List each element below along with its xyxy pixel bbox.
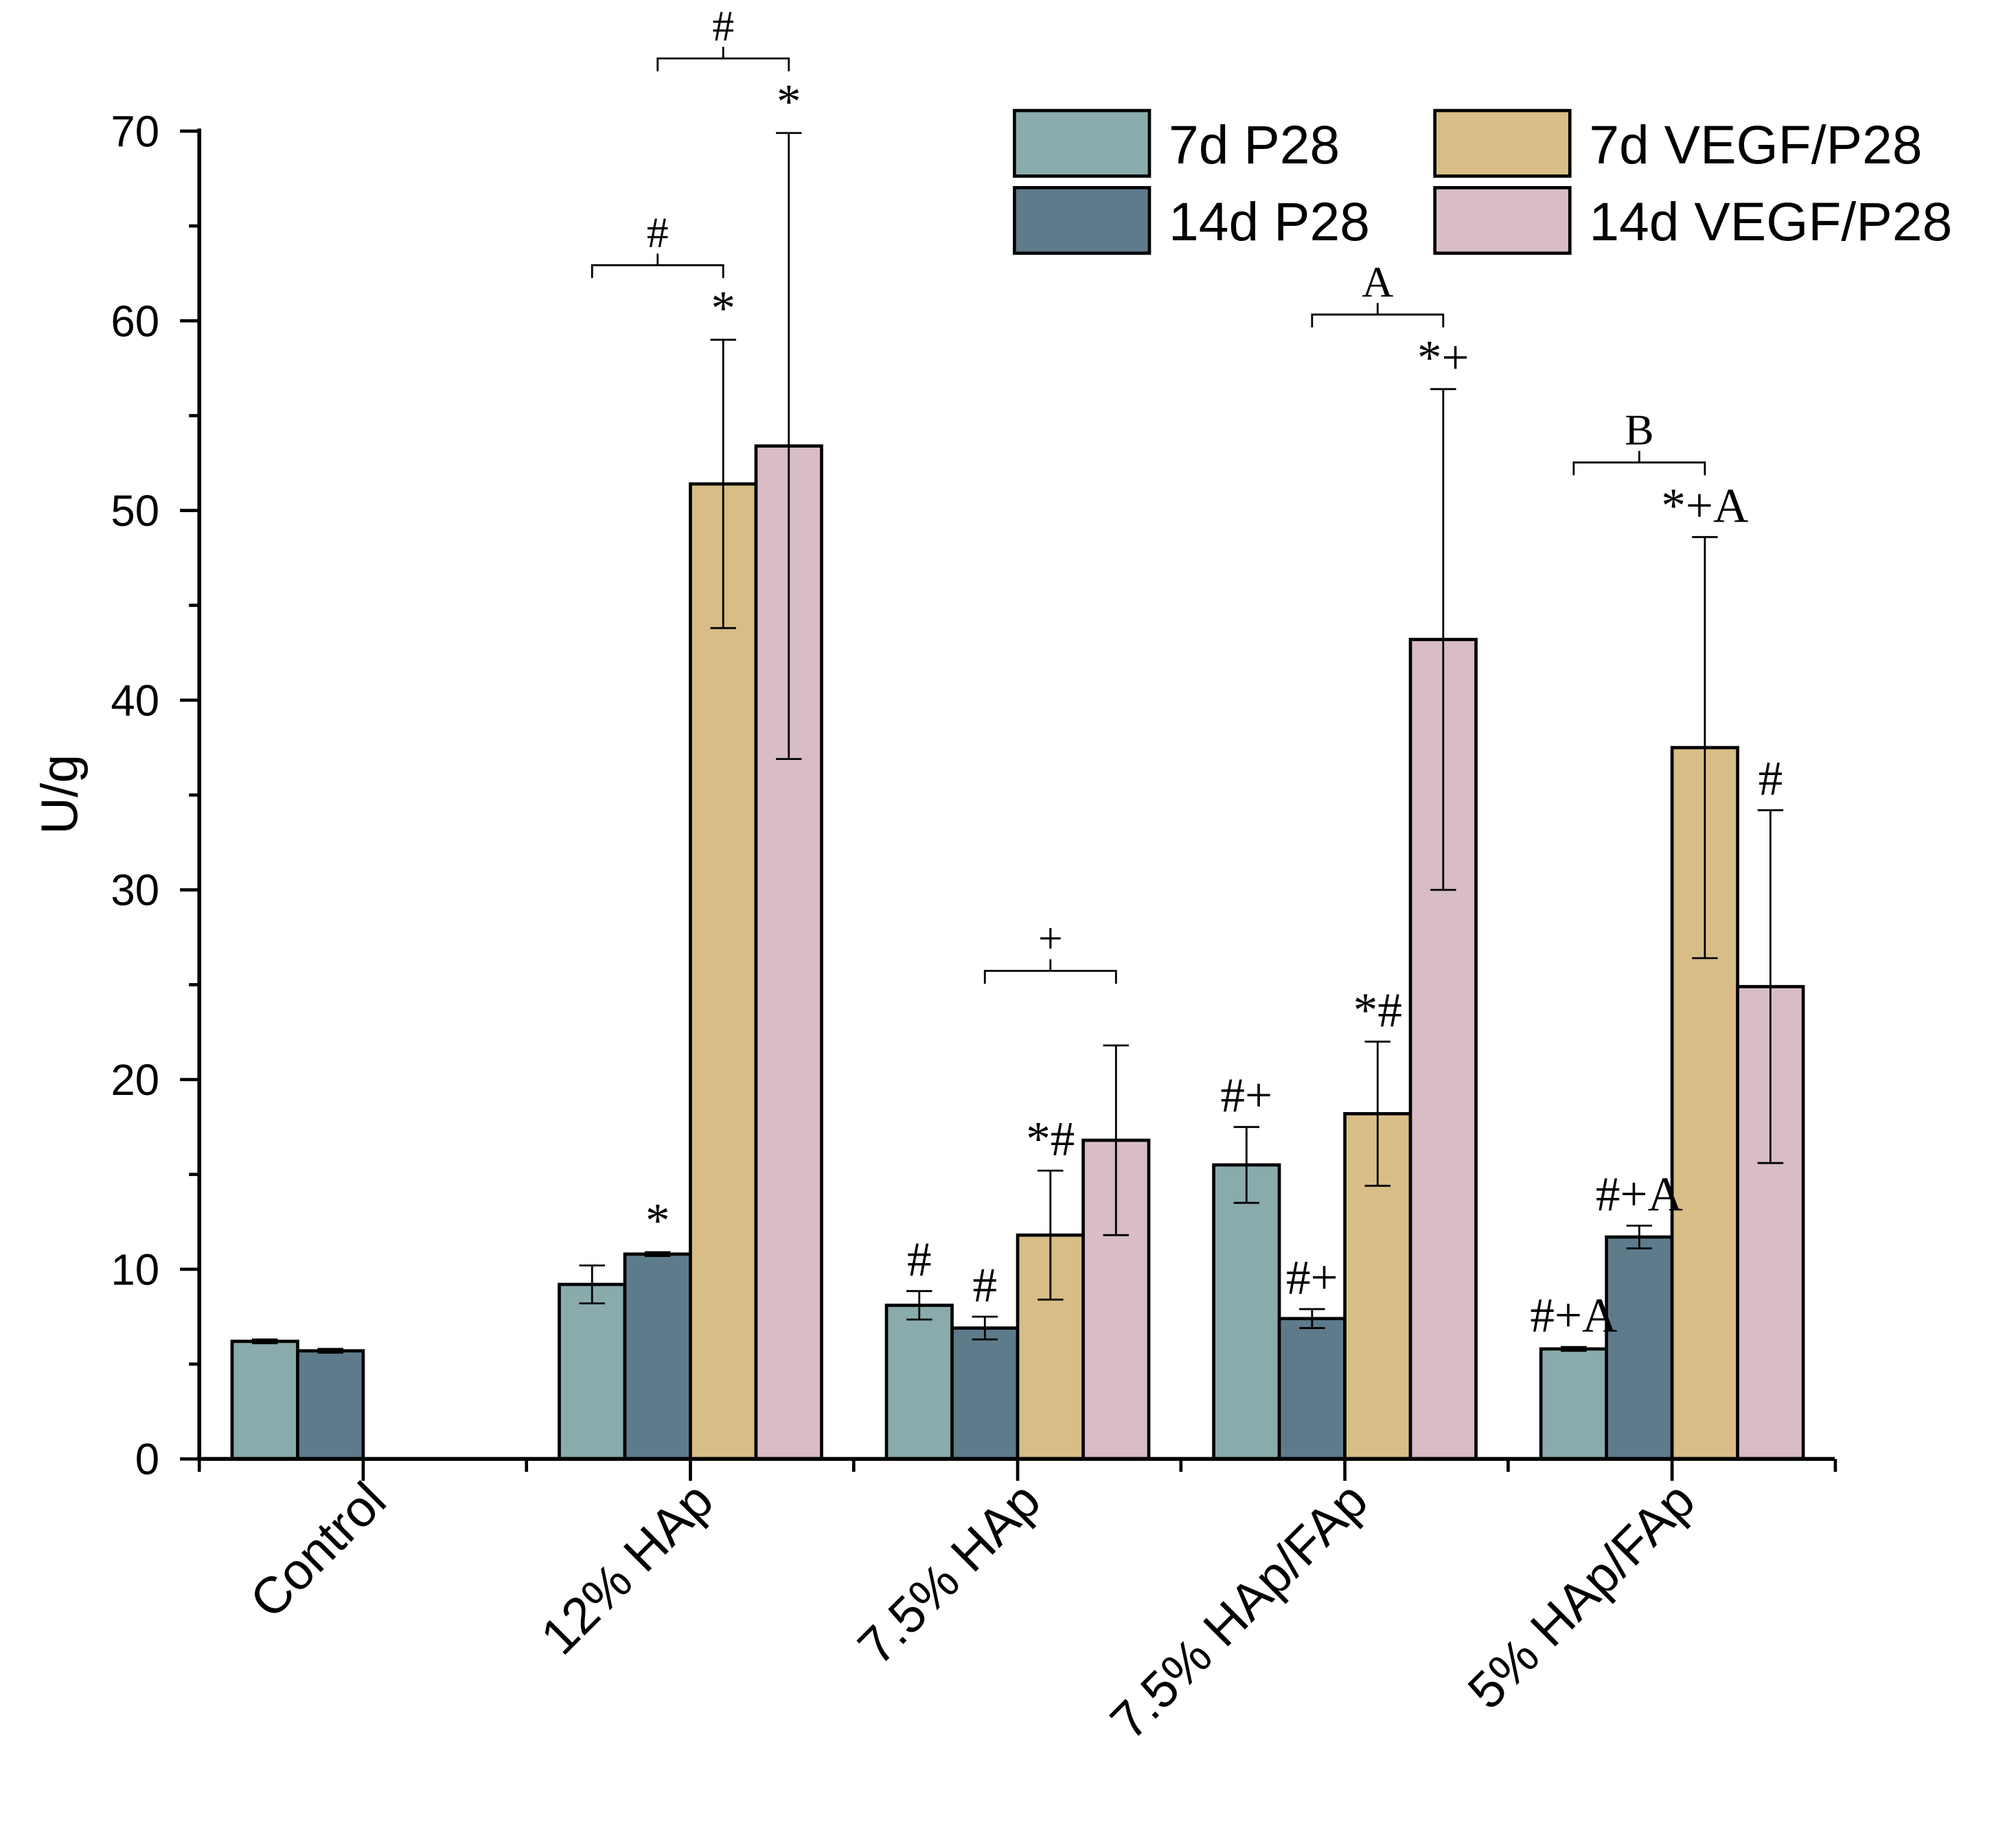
y-tick-label: 50 — [111, 487, 159, 535]
legend-swatch — [1433, 186, 1572, 255]
error-bar — [776, 132, 802, 761]
error-bar — [1561, 1346, 1587, 1352]
significance-label: *# — [1353, 984, 1402, 1037]
significance-annotations: ***# #*##+#+*#*+#+A#+A*+A###+AB — [591, 1, 1783, 1343]
x-tick-label: Control — [239, 1471, 397, 1629]
legend-item: 14d VEGF/P28 — [1433, 186, 1952, 255]
x-tick-label: 7.5% HAp/FAp — [1099, 1471, 1379, 1751]
error-bar — [906, 1290, 932, 1321]
bracket-line — [1311, 303, 1445, 327]
bracket-label: A — [1362, 257, 1393, 306]
legend-label: 7d P28 — [1169, 115, 1340, 175]
significance-label: # — [1759, 752, 1783, 806]
bracket-line — [1572, 450, 1706, 476]
significance-bracket: A — [1311, 257, 1445, 327]
error-bar — [1757, 809, 1784, 1164]
bracket-label: # — [712, 1, 734, 50]
bracket-line — [591, 253, 724, 279]
significance-label: #+ — [1286, 1251, 1338, 1304]
error-bar — [1692, 535, 1718, 960]
bracket-label: + — [1038, 914, 1063, 962]
error-bar — [1430, 388, 1456, 891]
y-tick-label: 20 — [111, 1056, 159, 1105]
significance-label: * — [777, 75, 801, 128]
y-tick-label: 10 — [111, 1245, 159, 1294]
significance-label: #+A — [1530, 1289, 1617, 1343]
error-bar — [1233, 1126, 1260, 1204]
legend-swatch — [1013, 108, 1152, 178]
legend-item: 14d P28 — [1013, 186, 1370, 255]
legend-swatch — [1433, 108, 1572, 178]
significance-label: * — [645, 1194, 670, 1248]
legend-swatch — [1013, 186, 1152, 255]
bar — [884, 1304, 954, 1461]
bar — [623, 1252, 692, 1461]
x-tick-label: 12% HAp — [529, 1471, 724, 1665]
significance-bracket: # — [591, 208, 724, 279]
y-axis-label: U/g — [30, 754, 88, 835]
y-tick-label: 60 — [111, 297, 159, 346]
y-tick-label: 0 — [135, 1435, 159, 1484]
error-bar — [579, 1264, 605, 1305]
significance-label: *+A — [1661, 479, 1748, 533]
bracket-line — [656, 47, 790, 71]
bar — [1539, 1347, 1608, 1461]
significance-label: #+A — [1596, 1168, 1683, 1221]
bar — [296, 1349, 365, 1461]
error-bar — [645, 1251, 671, 1257]
x-tick-label: 7.5% HAp — [847, 1471, 1051, 1676]
significance-bracket: B — [1572, 405, 1706, 476]
y-tick-label: 70 — [111, 107, 159, 156]
bar — [1212, 1163, 1281, 1461]
legend-label: 7d VEGF/P28 — [1589, 115, 1922, 175]
error-bar — [1626, 1224, 1653, 1249]
bar — [689, 482, 758, 1461]
significance-label: *+ — [1417, 331, 1469, 384]
error-bar — [1364, 1040, 1391, 1187]
legend-label: 14d P28 — [1169, 192, 1370, 252]
legend-item: 7d VEGF/P28 — [1433, 108, 1922, 178]
bar — [230, 1339, 299, 1461]
significance-label: # — [907, 1233, 932, 1286]
error-bar — [710, 338, 736, 630]
bar — [1408, 638, 1478, 1461]
significance-bracket: # — [656, 1, 790, 71]
bracket-label: B — [1625, 405, 1653, 454]
bracket-label: # — [647, 208, 669, 257]
legend: 7d P28 14d P28 7d VEGF/P28 14d VEGF/P28 — [1013, 108, 1952, 255]
error-bar — [252, 1338, 278, 1345]
x-tick-label: 5% HAp/FAp — [1456, 1471, 1706, 1720]
y-tick-label: 30 — [111, 866, 159, 915]
error-bar — [317, 1348, 343, 1354]
bars-layer — [230, 444, 1805, 1461]
bracket-line — [983, 959, 1117, 984]
bar — [1277, 1317, 1347, 1461]
ticks-layer: 0 10 20 30 40 50 60 70 — [111, 107, 1837, 1484]
significance-label: #+ — [1220, 1069, 1272, 1122]
significance-label: *# — [1026, 1113, 1075, 1166]
legend-item: 7d P28 — [1013, 108, 1340, 178]
error-bar — [1299, 1308, 1325, 1329]
bar — [558, 1282, 627, 1461]
x-tick-labels: Control 12% HAp 7.5% HAp 7.5% HAp/FAp 5% HAp… — [239, 1471, 1706, 1751]
error-bar — [972, 1315, 998, 1341]
bar — [950, 1326, 1020, 1461]
error-bar — [1103, 1044, 1130, 1236]
significance-label: * — [711, 281, 735, 335]
legend-label: 14d VEGF/P28 — [1589, 192, 1952, 252]
y-tick-label: 40 — [111, 676, 159, 725]
significance-label: # — [973, 1259, 998, 1313]
bar — [1605, 1235, 1674, 1461]
error-bars-layer — [252, 132, 1784, 1354]
error-bar — [1038, 1169, 1064, 1301]
significance-bracket: + — [983, 914, 1117, 984]
